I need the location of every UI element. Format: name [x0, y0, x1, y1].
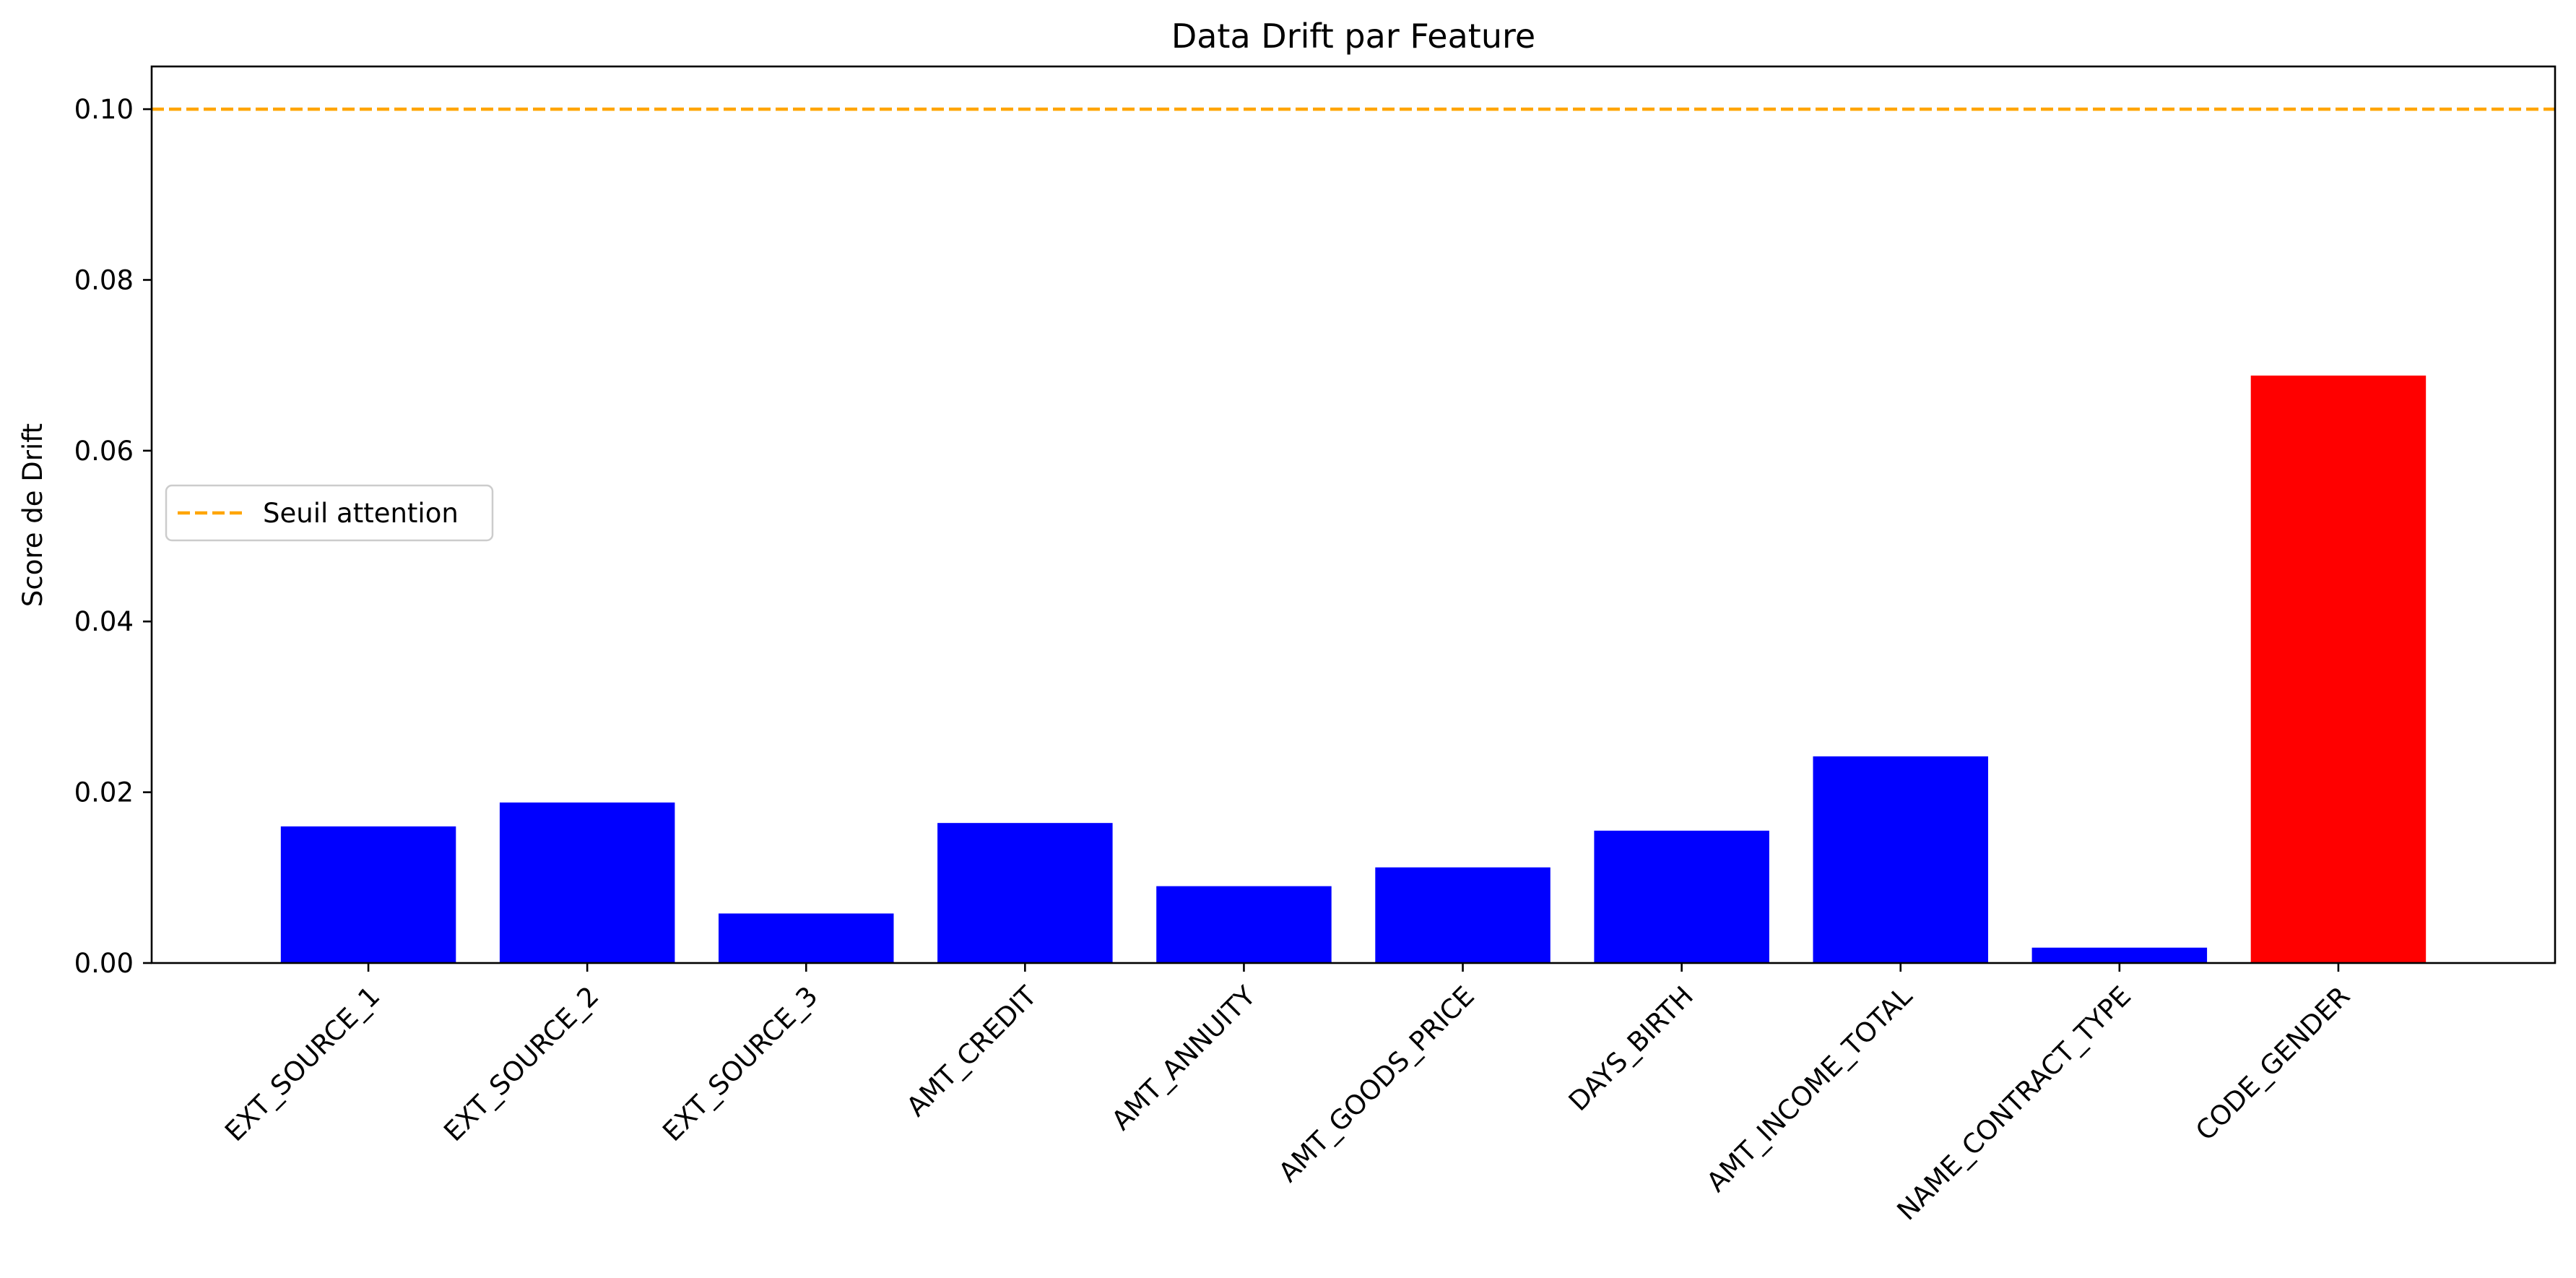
- x-tick-label: NAME_CONTRACT_TYPE: [1891, 980, 2138, 1227]
- chart-title: Data Drift par Feature: [1171, 17, 1535, 56]
- bar-ext-source-1: [280, 826, 456, 963]
- x-tick-label: EXT_SOURCE_3: [656, 980, 823, 1147]
- bar-name-contract-type: [2031, 947, 2208, 963]
- y-axis-label: Score de Drift: [17, 423, 48, 607]
- bar-amt-credit: [937, 823, 1113, 963]
- y-tick-label: 0.00: [74, 948, 134, 979]
- y-tick-label: 0.04: [74, 606, 134, 637]
- bar-amt-annuity: [1156, 886, 1332, 963]
- axes-frame: [150, 65, 2557, 964]
- x-tick-label: AMT_GOODS_PRICE: [1272, 980, 1480, 1188]
- plot-area: 0.00 0.02 0.04 0.06 0.08 0.10 EXT_SOURCE_1 EXT_…: [74, 65, 2557, 1227]
- x-tick-label: AMT_ANNUITY: [1106, 980, 1262, 1136]
- bar-ext-source-3: [719, 913, 894, 963]
- x-tick-label: EXT_SOURCE_2: [438, 980, 604, 1147]
- bar-ext-source-2: [499, 802, 675, 963]
- x-tick-label: EXT_SOURCE_1: [219, 980, 386, 1147]
- y-tick-label: 0.10: [74, 94, 134, 125]
- y-tick-label: 0.08: [74, 264, 134, 295]
- legend-threshold-label: Seuil attention: [263, 498, 459, 529]
- bar-code-gender: [2250, 375, 2427, 963]
- bar-amt-income-total: [1813, 756, 1988, 963]
- y-tick-label: 0.06: [74, 436, 134, 467]
- legend-box: [165, 484, 494, 542]
- x-tick-label: DAYS_BIRTH: [1563, 980, 1699, 1117]
- y-tick-label: 0.02: [74, 777, 134, 808]
- bar-days-birth: [1594, 830, 1769, 963]
- x-tick-label: AMT_CREDIT: [901, 980, 1043, 1123]
- x-tick-label: CODE_GENDER: [2190, 980, 2356, 1147]
- x-tick-label: AMT_INCOME_TOTAL: [1701, 980, 1919, 1199]
- bar-amt-goods-price: [1375, 867, 1551, 963]
